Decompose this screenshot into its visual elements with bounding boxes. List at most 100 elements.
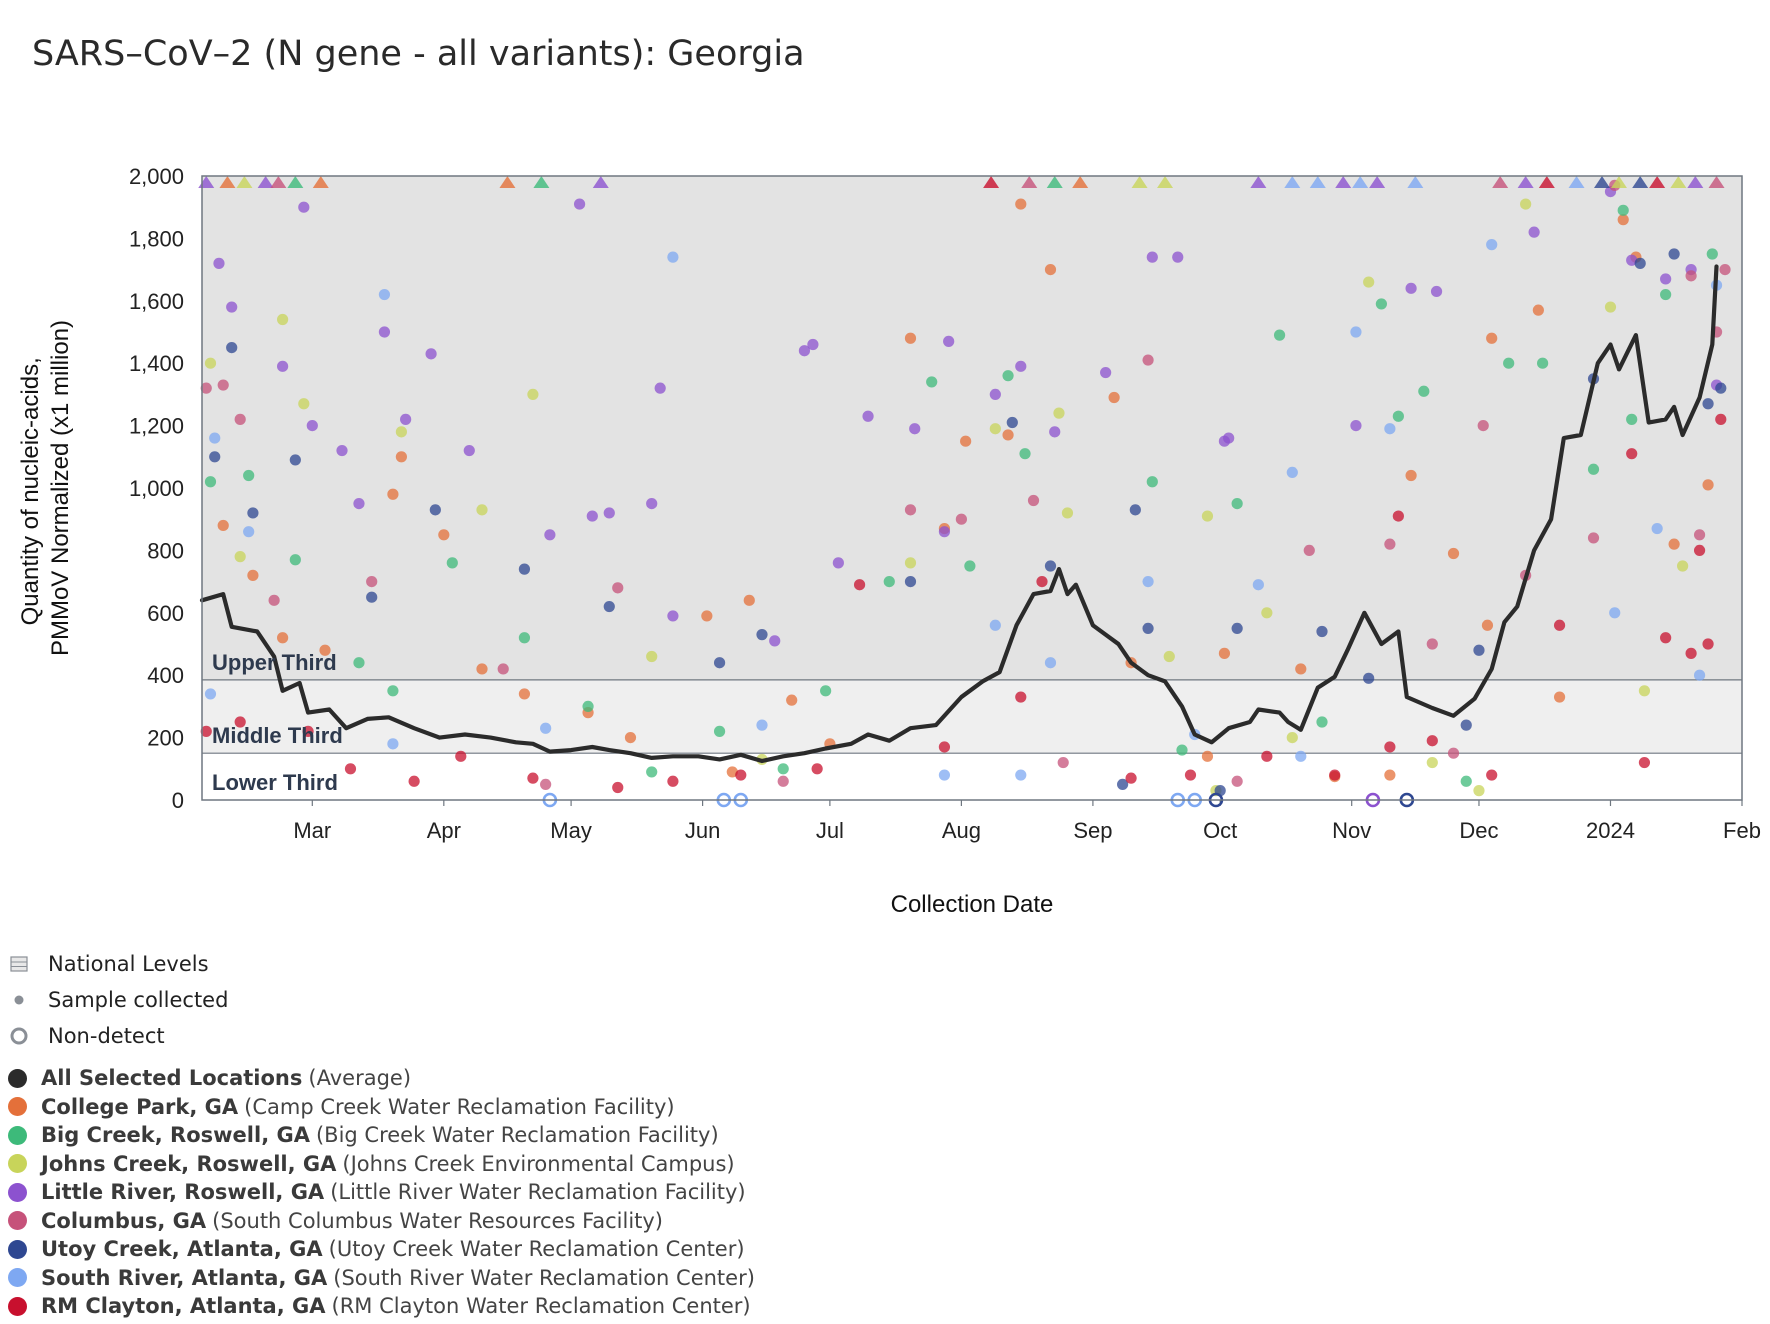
sample-point[interactable]	[1053, 407, 1065, 419]
clipped-markers[interactable]	[198, 176, 1725, 188]
sample-point[interactable]	[1706, 248, 1718, 260]
sample-point[interactable]	[527, 772, 539, 784]
sample-point[interactable]	[1677, 560, 1689, 572]
sample-point[interactable]	[1715, 382, 1727, 394]
clipped-point-marker[interactable]	[1369, 176, 1386, 188]
sample-point[interactable]	[298, 398, 310, 410]
sample-point[interactable]	[1286, 466, 1298, 478]
clipped-point-marker[interactable]	[287, 176, 304, 188]
sample-point[interactable]	[989, 619, 1001, 631]
sample-point[interactable]	[582, 700, 594, 713]
sample-point[interactable]	[1426, 756, 1438, 769]
sample-point[interactable]	[209, 451, 221, 463]
sample-point[interactable]	[1617, 204, 1629, 216]
sample-point[interactable]	[395, 451, 407, 463]
clipped-point-marker[interactable]	[1670, 176, 1687, 188]
sample-point[interactable]	[429, 504, 441, 516]
sample-point[interactable]	[366, 576, 378, 588]
legend-location-3[interactable]: Johns Creek, Roswell, GA (Johns Creek Env…	[8, 1150, 1108, 1179]
sample-point[interactable]	[247, 507, 259, 519]
sample-point[interactable]	[646, 498, 658, 510]
sample-point[interactable]	[735, 769, 747, 781]
sample-point[interactable]	[989, 423, 1001, 435]
sample-point[interactable]	[1609, 607, 1621, 619]
clipped-point-marker[interactable]	[312, 176, 329, 188]
sample-point[interactable]	[1604, 301, 1617, 313]
clipped-point-marker[interactable]	[1021, 176, 1038, 188]
sample-point[interactable]	[298, 201, 310, 213]
sample-point[interactable]	[1405, 282, 1417, 294]
clipped-point-marker[interactable]	[1352, 176, 1369, 188]
sample-point[interactable]	[544, 529, 556, 541]
sample-point[interactable]	[1316, 716, 1328, 728]
sample-point[interactable]	[798, 345, 811, 357]
sample-point[interactable]	[1660, 273, 1672, 285]
legend-sample-collected[interactable]: Sample collected	[8, 982, 1108, 1018]
legend-location-4[interactable]: Little River, Roswell, GA (Little River W…	[8, 1178, 1108, 1207]
sample-point[interactable]	[476, 663, 488, 675]
sample-point[interactable]	[1252, 579, 1264, 591]
sample-point[interactable]	[319, 644, 331, 656]
legend-location-7[interactable]: South River, Atlanta, GA (South River Wat…	[8, 1264, 1108, 1293]
sample-point[interactable]	[1528, 226, 1540, 238]
sample-point[interactable]	[811, 763, 823, 775]
sample-points[interactable]	[200, 179, 1731, 797]
sample-point[interactable]	[1486, 769, 1498, 781]
clipped-point-marker[interactable]	[1157, 176, 1174, 188]
sample-point[interactable]	[938, 526, 951, 538]
sample-point[interactable]	[1473, 644, 1485, 656]
sample-point[interactable]	[1146, 476, 1158, 488]
sample-point[interactable]	[395, 426, 407, 438]
sample-point[interactable]	[667, 610, 679, 622]
sample-point[interactable]	[1295, 663, 1307, 675]
sample-point[interactable]	[904, 557, 917, 569]
sample-point[interactable]	[1626, 448, 1638, 460]
sample-point[interactable]	[1638, 685, 1651, 697]
clipped-point-marker[interactable]	[533, 176, 550, 188]
sample-point[interactable]	[1685, 270, 1697, 282]
sample-point[interactable]	[853, 579, 866, 591]
sample-point[interactable]	[1049, 426, 1061, 438]
sample-point[interactable]	[243, 469, 255, 482]
sample-point[interactable]	[667, 251, 679, 263]
sample-point[interactable]	[1316, 625, 1328, 638]
sample-point[interactable]	[713, 725, 726, 737]
sample-point[interactable]	[904, 332, 917, 344]
sample-point[interactable]	[1486, 332, 1498, 344]
sample-point[interactable]	[1617, 214, 1629, 226]
clipped-point-marker[interactable]	[1632, 176, 1649, 188]
sample-point[interactable]	[743, 594, 755, 606]
sample-point[interactable]	[624, 732, 637, 744]
sample-point[interactable]	[1626, 254, 1638, 266]
sample-point[interactable]	[1142, 622, 1154, 635]
sample-point[interactable]	[527, 388, 539, 400]
sample-point[interactable]	[1044, 560, 1057, 572]
sample-point[interactable]	[1363, 672, 1375, 684]
sample-point[interactable]	[234, 716, 246, 728]
sample-point[interactable]	[200, 725, 212, 737]
clipped-point-marker[interactable]	[219, 176, 236, 188]
sample-point[interactable]	[756, 629, 768, 641]
sample-point[interactable]	[1392, 410, 1404, 422]
sample-point[interactable]	[408, 775, 420, 787]
sample-point[interactable]	[612, 781, 624, 794]
sample-point[interactable]	[1201, 750, 1214, 762]
legend-location-6[interactable]: Utoy Creek, Atlanta, GA (Utoy Creek Water…	[8, 1235, 1108, 1264]
sample-point[interactable]	[1477, 420, 1489, 432]
sample-point[interactable]	[603, 507, 615, 519]
sample-point[interactable]	[938, 741, 951, 753]
sample-point[interactable]	[400, 413, 412, 425]
sample-point[interactable]	[1693, 529, 1706, 541]
sample-point[interactable]	[1184, 769, 1197, 781]
sample-point[interactable]	[1702, 479, 1714, 491]
sample-point[interactable]	[387, 488, 399, 500]
sample-point[interactable]	[1384, 538, 1396, 550]
sample-point[interactable]	[336, 444, 348, 457]
sample-point[interactable]	[1651, 522, 1663, 535]
sample-point[interactable]	[926, 376, 938, 388]
sample-point[interactable]	[1668, 248, 1680, 260]
sample-point[interactable]	[573, 198, 586, 210]
sample-point[interactable]	[277, 360, 289, 372]
clipped-point-marker[interactable]	[499, 176, 516, 188]
sample-point[interactable]	[1002, 429, 1014, 441]
